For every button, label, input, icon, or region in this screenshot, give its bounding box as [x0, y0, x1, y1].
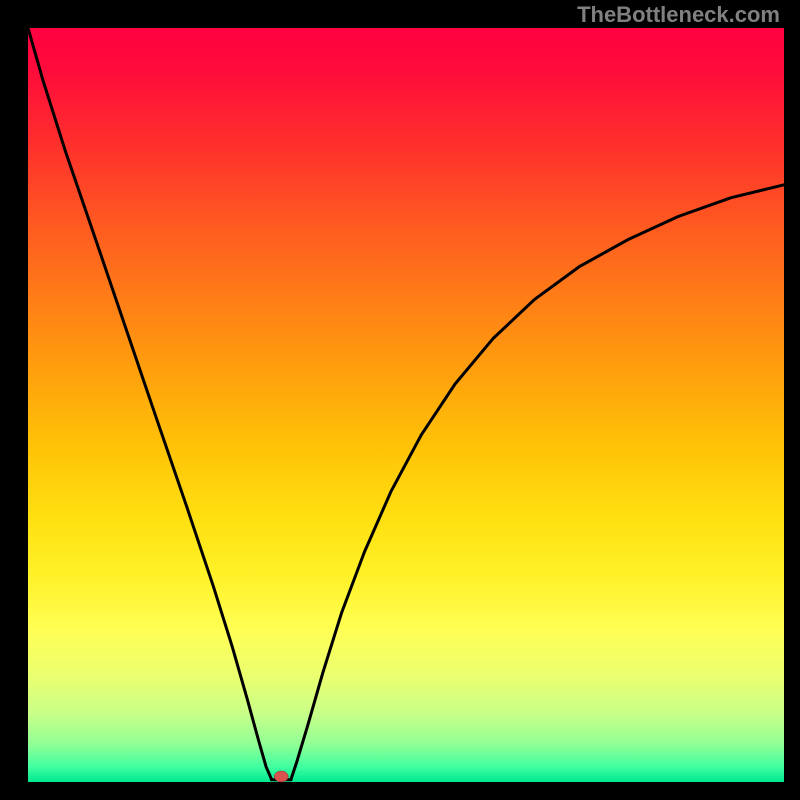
plot-background — [28, 28, 784, 782]
optimum-marker — [274, 771, 288, 782]
bottleneck-chart — [0, 0, 800, 800]
chart-container: TheBottleneck.com — [0, 0, 800, 800]
watermark-text: TheBottleneck.com — [577, 2, 780, 28]
